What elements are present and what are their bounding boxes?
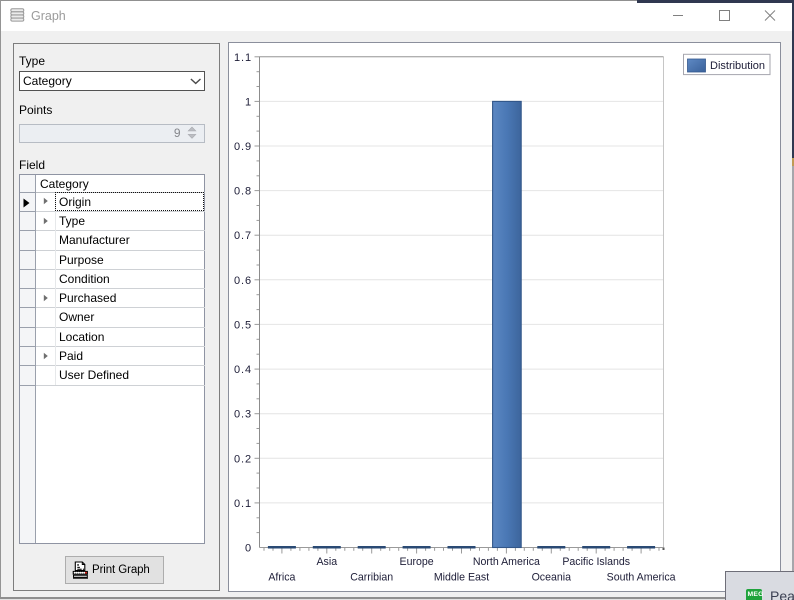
svg-text:0.3: 0.3	[234, 409, 252, 421]
svg-text:Africa: Africa	[268, 572, 295, 584]
svg-text:0.2: 0.2	[234, 453, 252, 465]
svg-text:Europe: Europe	[400, 556, 434, 568]
svg-text:0.9: 0.9	[234, 141, 252, 153]
svg-text:0.5: 0.5	[234, 319, 252, 331]
svg-text:0.8: 0.8	[234, 186, 252, 198]
svg-text:Pacific Islands: Pacific Islands	[562, 556, 630, 568]
svg-text:1: 1	[245, 96, 252, 108]
svg-text:0: 0	[245, 543, 252, 555]
svg-text:0.1: 0.1	[234, 498, 252, 510]
svg-text:North America: North America	[473, 556, 540, 568]
svg-text:Asia: Asia	[316, 556, 337, 568]
svg-text:Oceania: Oceania	[532, 572, 572, 584]
svg-text:0.4: 0.4	[234, 364, 252, 376]
svg-text:0.6: 0.6	[234, 275, 252, 287]
svg-text:South America: South America	[607, 572, 676, 584]
svg-text:Middle East: Middle East	[434, 572, 489, 584]
svg-text:0.7: 0.7	[234, 230, 252, 242]
svg-text:Carribian: Carribian	[350, 572, 393, 584]
svg-text:Distribution: Distribution	[710, 60, 765, 72]
svg-text:1.1: 1.1	[234, 52, 252, 64]
